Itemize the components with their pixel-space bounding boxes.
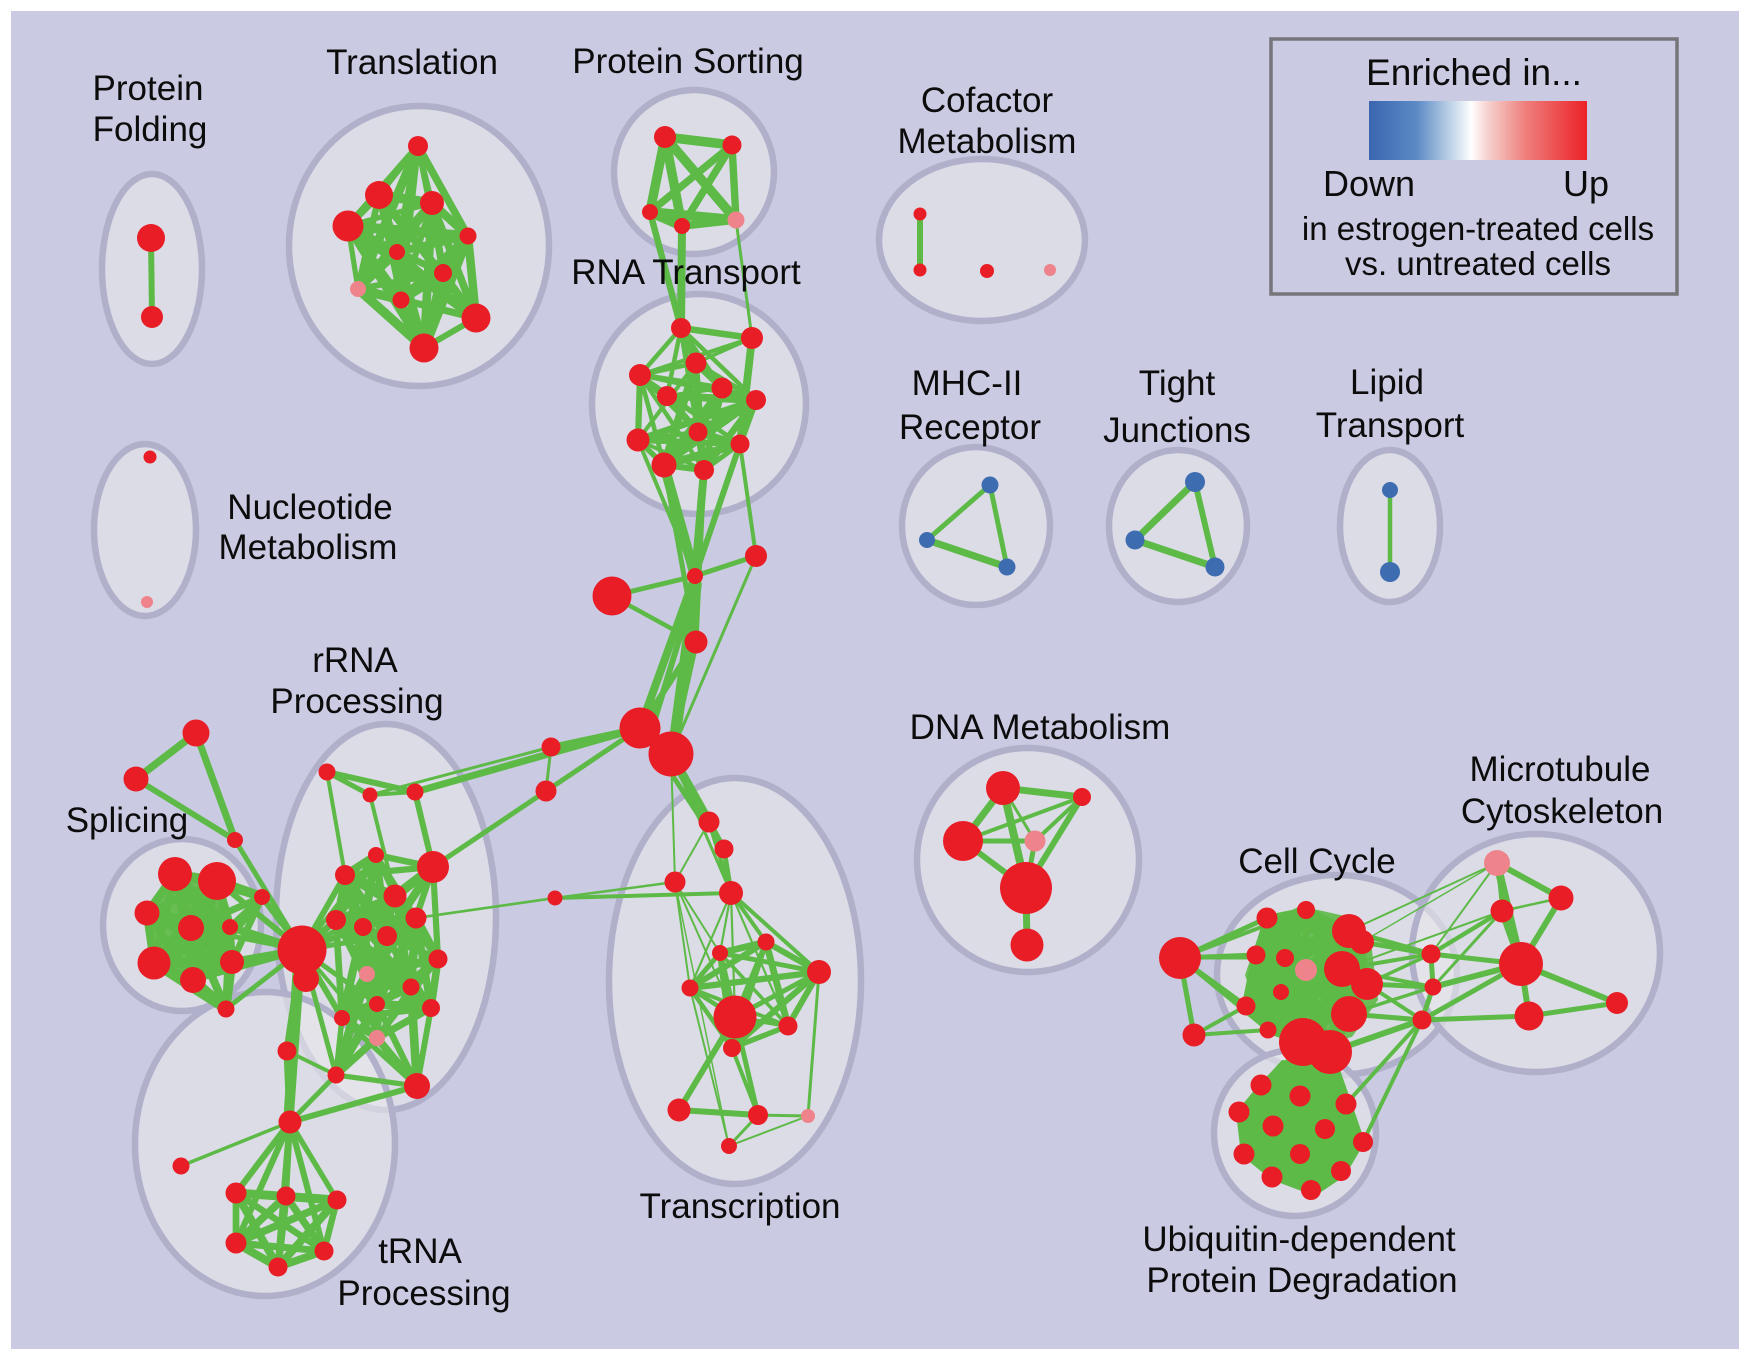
- svg-text:Protein: Protein: [93, 69, 204, 108]
- svg-text:Transcription: Transcription: [640, 1187, 841, 1226]
- svg-text:Folding: Folding: [93, 110, 208, 149]
- svg-text:Receptor: Receptor: [899, 408, 1041, 447]
- svg-text:Up: Up: [1563, 163, 1609, 204]
- svg-text:DNA Metabolism: DNA Metabolism: [910, 708, 1171, 747]
- svg-text:rRNA: rRNA: [312, 641, 398, 680]
- svg-text:Nucleotide: Nucleotide: [227, 488, 392, 527]
- svg-text:tRNA: tRNA: [378, 1232, 462, 1271]
- svg-text:Processing: Processing: [337, 1274, 510, 1313]
- svg-text:Transport: Transport: [1316, 406, 1465, 445]
- svg-text:Splicing: Splicing: [66, 801, 189, 840]
- svg-text:Enriched in...: Enriched in...: [1366, 52, 1582, 93]
- svg-text:Processing: Processing: [270, 682, 443, 721]
- svg-text:Junctions: Junctions: [1103, 411, 1251, 450]
- svg-text:Translation: Translation: [326, 43, 498, 82]
- svg-text:Ubiquitin-dependent: Ubiquitin-dependent: [1142, 1220, 1456, 1259]
- svg-text:Lipid: Lipid: [1350, 363, 1424, 402]
- svg-text:MHC-II: MHC-II: [912, 364, 1023, 403]
- svg-text:Cell Cycle: Cell Cycle: [1238, 842, 1396, 881]
- svg-text:in estrogen-treated cells: in estrogen-treated cells: [1302, 210, 1654, 247]
- svg-text:vs. untreated cells: vs. untreated cells: [1345, 245, 1611, 282]
- svg-text:Cofactor: Cofactor: [921, 81, 1054, 120]
- svg-text:Microtubule: Microtubule: [1470, 750, 1651, 789]
- svg-text:Metabolism: Metabolism: [898, 122, 1077, 161]
- svg-text:Tight: Tight: [1139, 364, 1216, 403]
- svg-text:Cytoskeleton: Cytoskeleton: [1461, 792, 1663, 831]
- svg-text:Down: Down: [1323, 163, 1415, 204]
- svg-text:Protein Degradation: Protein Degradation: [1146, 1261, 1457, 1300]
- svg-text:Metabolism: Metabolism: [219, 528, 398, 567]
- svg-text:Protein Sorting: Protein Sorting: [572, 42, 804, 81]
- svg-text:RNA Transport: RNA Transport: [571, 253, 801, 292]
